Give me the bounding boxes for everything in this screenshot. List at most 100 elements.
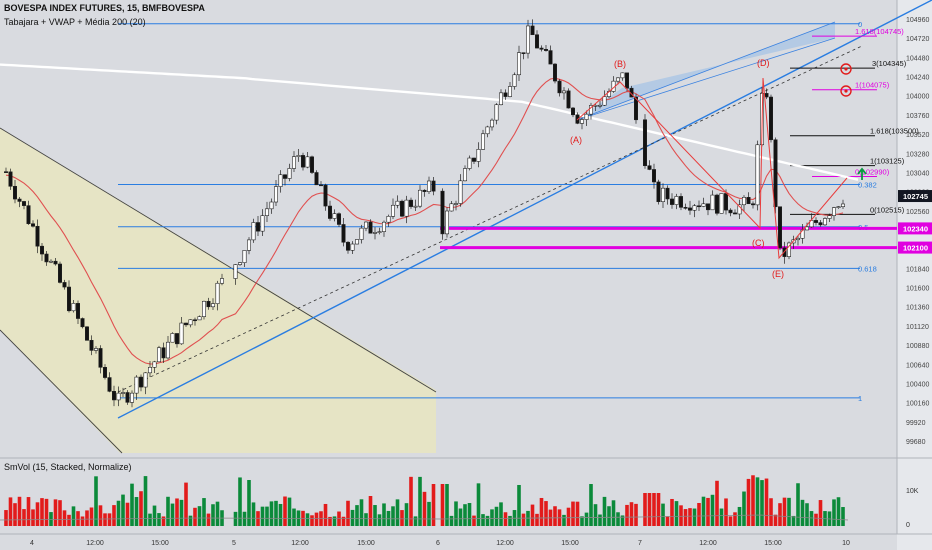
candle-body	[453, 203, 458, 205]
candle-body	[710, 194, 715, 211]
volume-bar	[683, 509, 688, 526]
candle-body	[647, 165, 652, 170]
indicators-legend[interactable]: Tabajara + VWAP + Média 200 (20)	[4, 17, 146, 27]
volume-bar	[742, 491, 746, 526]
candle-body	[651, 169, 656, 183]
volume-bar	[625, 504, 629, 526]
volume-bar	[769, 498, 773, 526]
volume-bar	[517, 484, 521, 526]
pattern-label: (A)	[570, 135, 582, 145]
volume-bar	[22, 509, 26, 526]
volume-bar	[494, 506, 499, 526]
candle-body	[287, 168, 292, 179]
volume-bar	[634, 503, 638, 526]
volume-bar	[580, 516, 584, 526]
candle-body	[4, 171, 9, 173]
volume-bar	[377, 514, 382, 526]
volume-bar	[211, 504, 215, 526]
volume-bar	[566, 507, 571, 526]
candle-body	[777, 206, 782, 249]
price-badge-label: 102745	[903, 192, 928, 201]
candle-body	[233, 264, 238, 279]
volume-bar	[269, 501, 274, 526]
volume-bar	[575, 501, 580, 526]
candle-body	[768, 96, 773, 141]
candle-body	[175, 333, 180, 345]
candle-body	[89, 340, 94, 351]
candle-body	[516, 52, 521, 76]
candle-body	[247, 239, 252, 251]
candle-body	[624, 72, 629, 89]
time-tick-label: 12:00	[496, 540, 514, 547]
candle-body	[462, 168, 467, 182]
volume-panel-title[interactable]: SmVol (15, Stacked, Normalize)	[4, 462, 132, 472]
volume-bar	[670, 498, 674, 526]
candle-body	[125, 392, 130, 403]
time-tick-label: 10	[842, 540, 850, 547]
time-tick-label: 4	[30, 540, 34, 547]
volume-bar	[251, 502, 256, 526]
volume-bar	[656, 493, 661, 526]
sma200-line	[0, 63, 859, 181]
fib-magenta-label: 0(102990)	[855, 167, 890, 176]
price-tick-label: 104240	[906, 75, 929, 82]
candle-body	[76, 303, 81, 319]
candle-body	[116, 392, 121, 401]
volume-bar	[175, 498, 179, 526]
volume-bar	[751, 475, 755, 526]
volume-bar	[76, 511, 80, 526]
candle-body	[305, 156, 310, 168]
target-dot-icon	[844, 67, 848, 71]
volume-bar	[688, 508, 692, 526]
volume-bar	[26, 497, 31, 526]
volume-bar	[629, 502, 634, 526]
candle-body	[476, 149, 481, 162]
fib-magenta-label: 1.618(104745)	[855, 27, 904, 36]
volume-bar	[647, 493, 652, 526]
volume-bar	[206, 513, 211, 526]
candle-body	[170, 333, 175, 343]
candle-body	[269, 201, 274, 210]
price-tick-label: 100880	[906, 343, 929, 350]
candle-body	[251, 222, 256, 241]
price-badge-label: 102100	[903, 244, 928, 253]
candle-body	[678, 196, 683, 208]
candle-body	[827, 215, 832, 219]
volume-bar	[737, 506, 742, 526]
volume-bar	[260, 506, 265, 526]
candle-body	[220, 278, 225, 284]
volume-bar	[152, 505, 157, 526]
candle-body	[818, 222, 823, 226]
volume-bar	[283, 496, 287, 526]
candle-body	[683, 207, 688, 209]
candle-body	[121, 392, 126, 394]
volume-bar	[265, 506, 269, 526]
candle-body	[764, 93, 769, 98]
volume-bar	[328, 516, 332, 526]
volume-bar	[166, 496, 170, 526]
candle-body	[363, 221, 368, 229]
volume-bar	[103, 513, 107, 526]
volume-bar	[607, 506, 611, 526]
time-tick-label: 6	[436, 540, 440, 547]
volume-bar	[787, 497, 791, 526]
volume-bar	[476, 483, 481, 526]
candle-body	[193, 319, 198, 322]
volume-bar	[148, 513, 152, 526]
time-tick-label: 12:00	[86, 540, 104, 547]
candle-body	[602, 96, 607, 106]
volume-bar	[445, 484, 449, 526]
price-tick-label: 102560	[906, 209, 929, 216]
volume-bar	[278, 503, 283, 526]
candle-body	[71, 303, 76, 312]
candle-body	[620, 72, 625, 79]
candle-body	[557, 80, 562, 94]
volume-bar	[193, 507, 197, 526]
dashed-trendline	[117, 45, 863, 393]
volume-bar	[760, 480, 764, 526]
volume-bar	[188, 515, 193, 526]
candle-body	[260, 215, 265, 232]
volume-bar	[521, 513, 526, 526]
